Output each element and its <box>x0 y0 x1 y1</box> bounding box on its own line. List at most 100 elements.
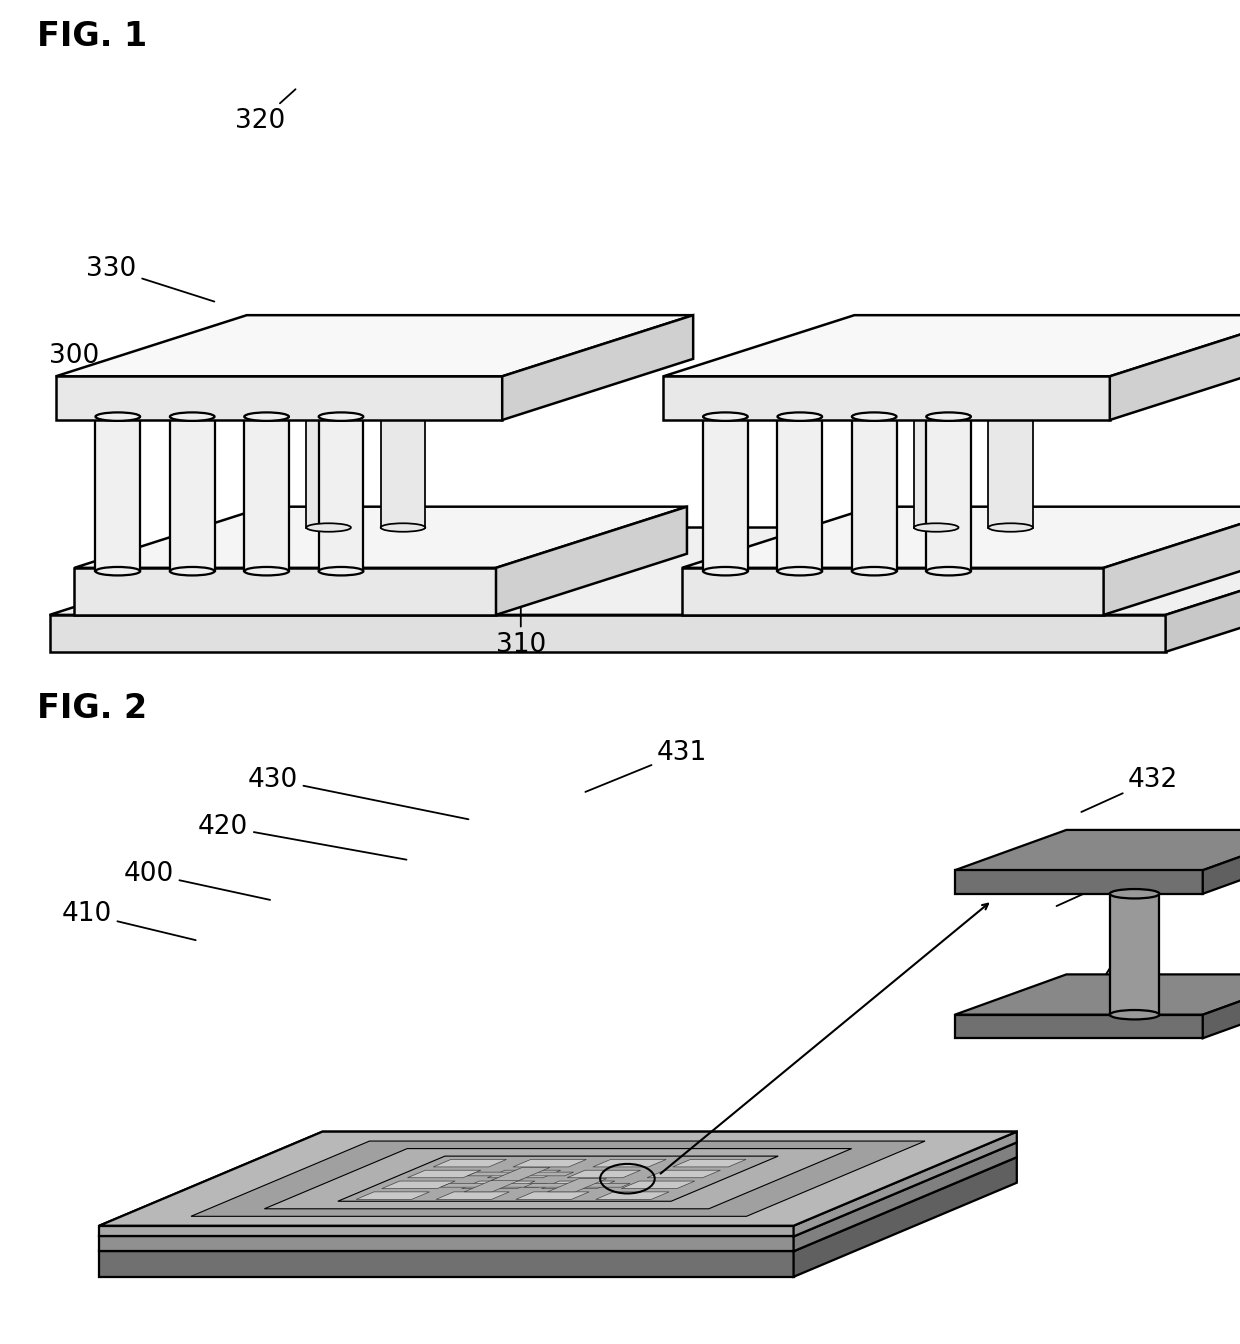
Polygon shape <box>1110 316 1240 419</box>
Polygon shape <box>852 417 897 571</box>
Polygon shape <box>1166 528 1240 652</box>
Text: 431: 431 <box>585 739 707 792</box>
Ellipse shape <box>852 413 897 421</box>
Polygon shape <box>491 1168 551 1180</box>
Ellipse shape <box>170 413 215 421</box>
Polygon shape <box>356 1192 429 1199</box>
Polygon shape <box>496 507 687 616</box>
Polygon shape <box>191 1141 925 1216</box>
Ellipse shape <box>319 413 363 421</box>
Polygon shape <box>703 417 748 571</box>
Polygon shape <box>464 1179 523 1192</box>
Ellipse shape <box>926 413 971 421</box>
Polygon shape <box>682 569 1104 616</box>
Polygon shape <box>1203 831 1240 894</box>
Polygon shape <box>408 1171 481 1177</box>
Text: 421: 421 <box>1056 860 1153 906</box>
Polygon shape <box>513 1160 587 1167</box>
Polygon shape <box>794 1157 1017 1277</box>
Ellipse shape <box>988 523 1033 532</box>
Polygon shape <box>382 1181 455 1188</box>
Text: 400: 400 <box>124 860 270 900</box>
Polygon shape <box>50 528 1240 616</box>
Ellipse shape <box>703 413 748 421</box>
Text: 432: 432 <box>1081 766 1178 812</box>
Ellipse shape <box>777 567 822 575</box>
Polygon shape <box>647 1171 720 1177</box>
Text: 330: 330 <box>87 255 215 301</box>
Ellipse shape <box>988 368 1033 378</box>
Polygon shape <box>926 417 971 571</box>
Polygon shape <box>595 1192 670 1199</box>
Polygon shape <box>264 1149 852 1208</box>
Polygon shape <box>914 374 959 528</box>
Polygon shape <box>99 1132 1017 1226</box>
Polygon shape <box>502 316 693 419</box>
Polygon shape <box>672 1160 746 1167</box>
Polygon shape <box>542 1181 615 1188</box>
Polygon shape <box>777 417 822 571</box>
Text: FIG. 2: FIG. 2 <box>37 692 148 726</box>
Polygon shape <box>433 1160 506 1167</box>
Polygon shape <box>955 831 1240 871</box>
Polygon shape <box>99 1157 1017 1251</box>
Polygon shape <box>567 1171 641 1177</box>
Ellipse shape <box>244 413 289 421</box>
Polygon shape <box>467 1172 574 1176</box>
Ellipse shape <box>381 523 425 532</box>
Polygon shape <box>663 376 1110 419</box>
Text: 420: 420 <box>198 813 407 860</box>
Ellipse shape <box>703 567 748 575</box>
Polygon shape <box>682 507 1240 569</box>
Polygon shape <box>516 1192 589 1199</box>
Ellipse shape <box>95 413 140 421</box>
Ellipse shape <box>926 567 971 575</box>
Ellipse shape <box>319 567 363 575</box>
Ellipse shape <box>381 368 425 378</box>
Polygon shape <box>99 1236 794 1251</box>
Polygon shape <box>436 1192 510 1199</box>
Text: 310: 310 <box>496 607 546 659</box>
Ellipse shape <box>306 368 351 378</box>
Polygon shape <box>593 1160 666 1167</box>
Polygon shape <box>955 974 1240 1015</box>
Text: FIG. 1: FIG. 1 <box>37 20 148 54</box>
Text: 300: 300 <box>50 343 159 382</box>
Polygon shape <box>663 316 1240 376</box>
Ellipse shape <box>852 567 897 575</box>
Polygon shape <box>99 1132 1017 1226</box>
Polygon shape <box>56 316 693 376</box>
Ellipse shape <box>244 567 289 575</box>
Ellipse shape <box>95 567 140 575</box>
Polygon shape <box>988 374 1033 528</box>
Ellipse shape <box>306 523 351 532</box>
Ellipse shape <box>1110 890 1159 899</box>
Ellipse shape <box>170 567 215 575</box>
Polygon shape <box>170 417 215 571</box>
Ellipse shape <box>914 523 959 532</box>
Polygon shape <box>74 507 687 569</box>
Polygon shape <box>50 616 1166 652</box>
Polygon shape <box>621 1181 694 1188</box>
Polygon shape <box>99 1251 794 1277</box>
Polygon shape <box>74 569 496 616</box>
Text: 412: 412 <box>1044 961 1153 1007</box>
Polygon shape <box>461 1181 536 1188</box>
Polygon shape <box>1110 894 1159 1015</box>
Polygon shape <box>525 1184 630 1187</box>
Ellipse shape <box>1110 1011 1159 1020</box>
Polygon shape <box>381 374 425 528</box>
Polygon shape <box>99 1226 794 1236</box>
Polygon shape <box>244 417 289 571</box>
Polygon shape <box>56 376 502 419</box>
Text: 320: 320 <box>236 89 295 134</box>
Polygon shape <box>487 1171 560 1177</box>
Polygon shape <box>1203 974 1240 1038</box>
Polygon shape <box>794 1142 1017 1251</box>
Ellipse shape <box>914 368 959 378</box>
Polygon shape <box>548 1179 606 1192</box>
Polygon shape <box>955 1015 1203 1038</box>
Polygon shape <box>95 417 140 571</box>
Polygon shape <box>306 374 351 528</box>
Polygon shape <box>99 1142 1017 1236</box>
